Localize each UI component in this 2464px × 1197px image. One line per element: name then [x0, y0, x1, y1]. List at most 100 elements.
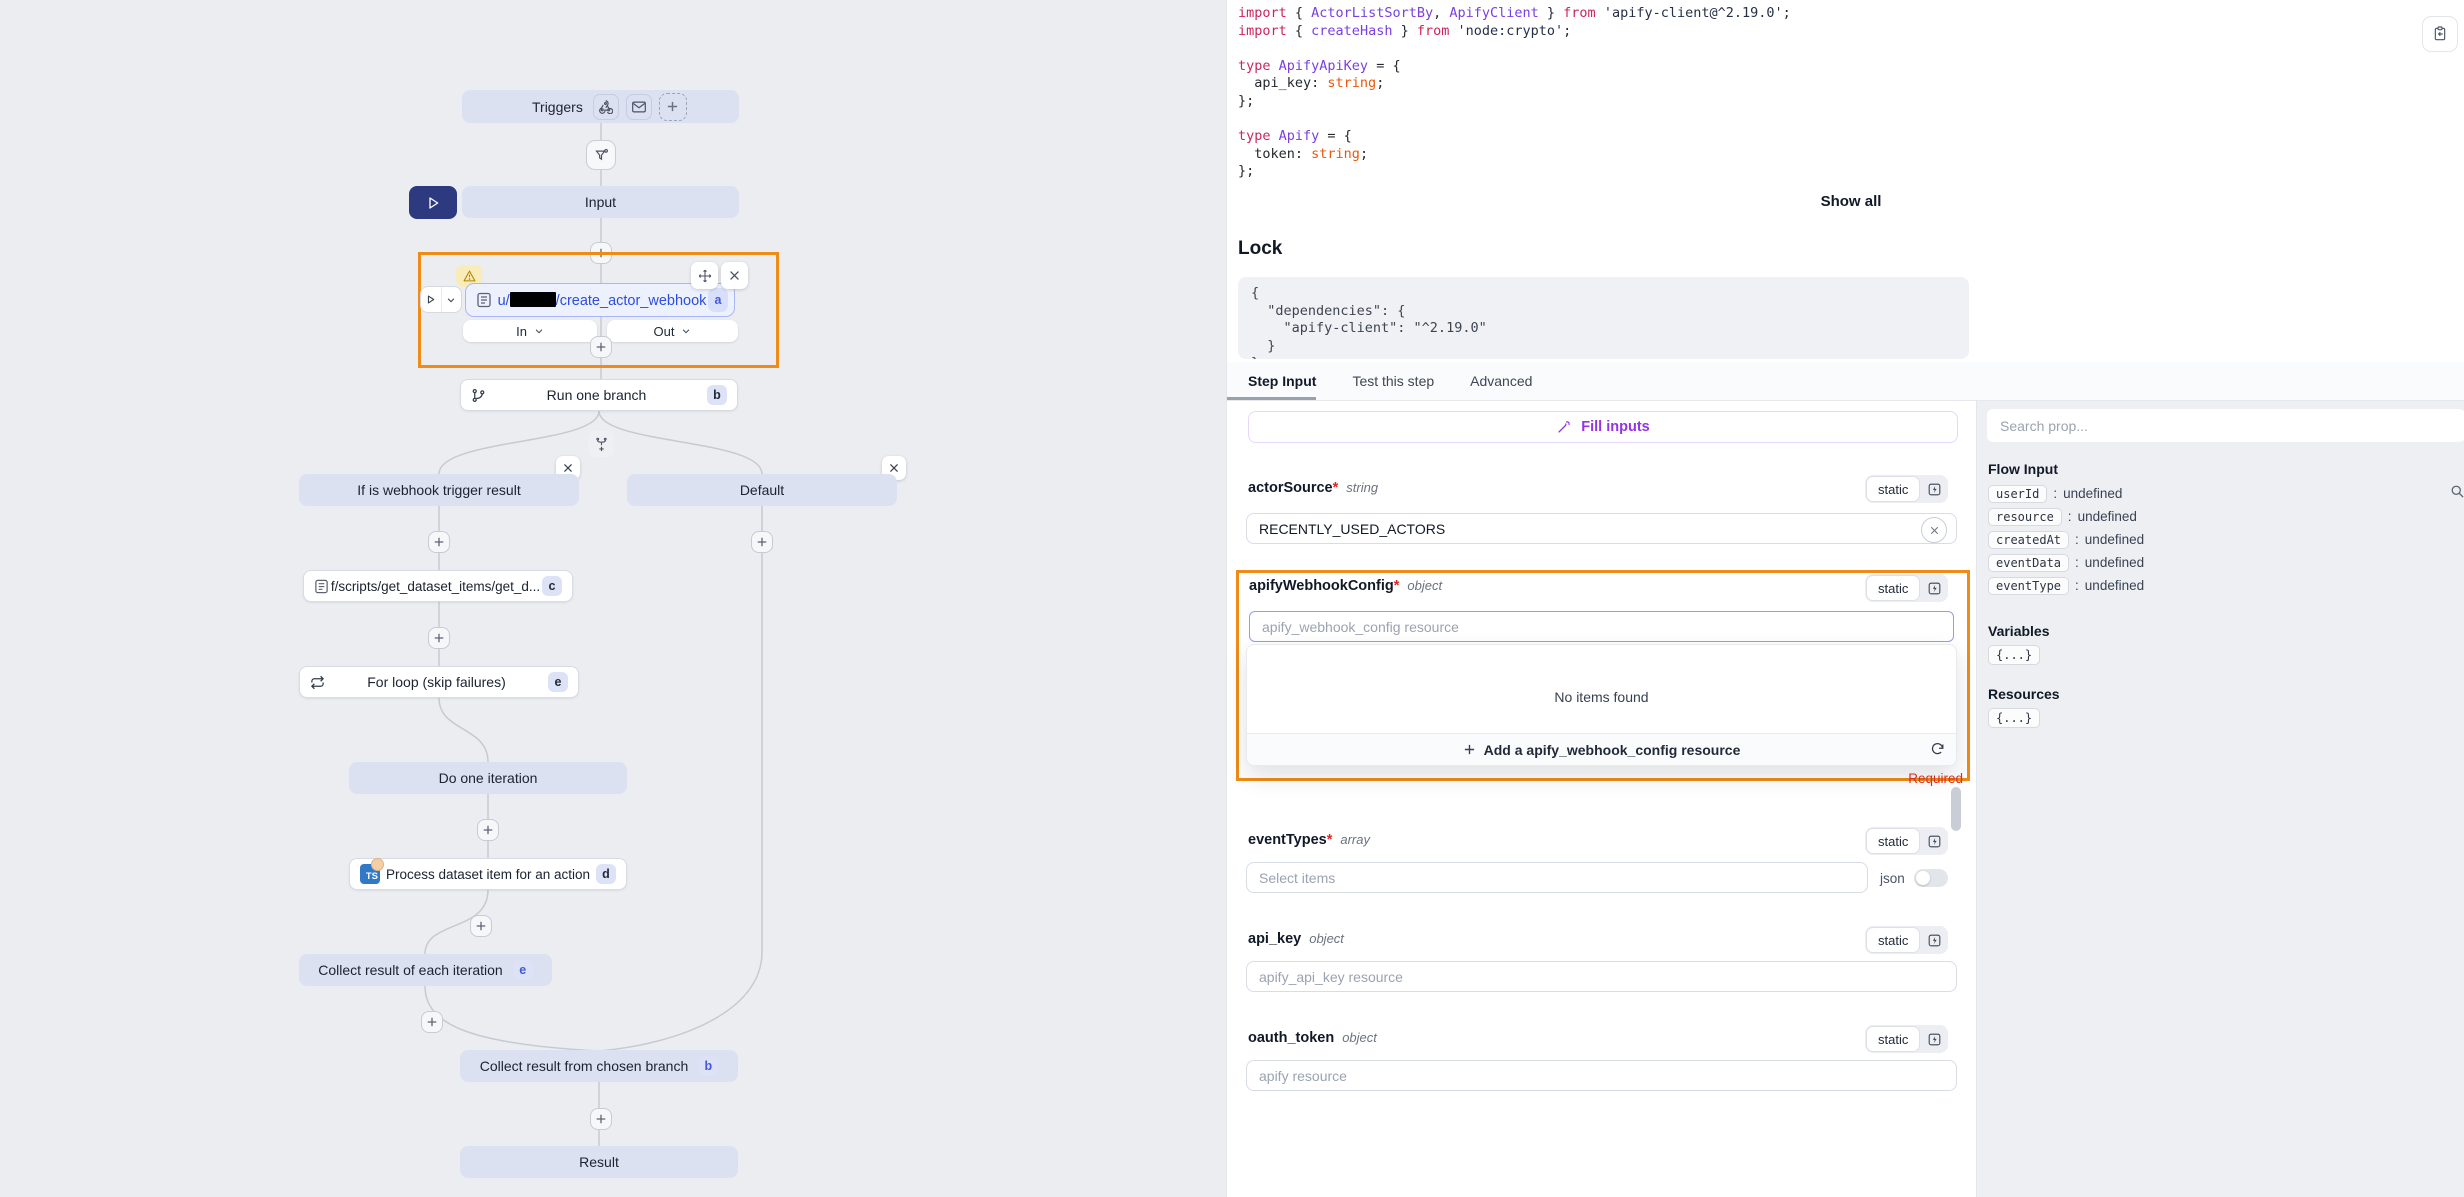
expression-mode-icon[interactable]: [1922, 829, 1946, 853]
add-step-button[interactable]: [421, 1011, 443, 1033]
input-mode-toggle[interactable]: static: [1865, 827, 1949, 855]
add-step-button[interactable]: [590, 1108, 612, 1130]
input-node[interactable]: Input: [462, 186, 739, 218]
move-icon: [698, 269, 712, 283]
static-mode-pill[interactable]: static: [1867, 576, 1920, 600]
run-flow-button[interactable]: [409, 186, 457, 219]
move-step-button[interactable]: [691, 262, 718, 289]
tab-step-input[interactable]: Step Input: [1227, 362, 1317, 400]
scrollbar-thumb[interactable]: [1951, 787, 1961, 831]
webhook-trigger-button[interactable]: [592, 93, 619, 120]
expression-mode-icon[interactable]: [1922, 1027, 1946, 1051]
email-trigger-button[interactable]: [625, 93, 652, 120]
collect-chosen-branch-node[interactable]: Collect result from chosen branch b: [460, 1050, 738, 1082]
clear-actorSource-button[interactable]: [1921, 517, 1947, 543]
do-one-iteration-node[interactable]: Do one iteration: [349, 762, 627, 794]
trigger-filter-button[interactable]: [586, 140, 616, 170]
step-out-dropdown[interactable]: Out: [607, 320, 738, 342]
field-label-apifyWebhookConfig: apifyWebhookConfig* object: [1249, 578, 1443, 594]
variables-title: Variables: [1988, 623, 2050, 639]
add-step-button[interactable]: [590, 242, 612, 264]
collect-iteration-node[interactable]: Collect result of each iteration e: [299, 954, 552, 986]
result-node[interactable]: Result: [460, 1146, 738, 1178]
apifyWebhookConfig-input[interactable]: [1249, 611, 1954, 642]
expression-mode-icon[interactable]: [1922, 576, 1946, 600]
lock-content[interactable]: { "dependencies": { "apify-client": "^2.…: [1238, 277, 1969, 359]
do-one-iteration-label: Do one iteration: [438, 770, 538, 786]
json-toggle[interactable]: json: [1880, 869, 1948, 887]
json-switch[interactable]: [1913, 869, 1948, 887]
show-all-button[interactable]: Show all: [1820, 192, 1882, 210]
fill-inputs-label: Fill inputs: [1581, 419, 1650, 435]
field-label-oauth_token: oauth_token object: [1248, 1030, 1377, 1046]
add-step-button[interactable]: [590, 336, 612, 358]
resources-expand-pill[interactable]: {...}: [1988, 708, 2041, 728]
tab-advanced[interactable]: Advanced: [1470, 373, 1533, 389]
oauth_token-input[interactable]: [1246, 1060, 1957, 1091]
flow-input-prop[interactable]: resource : undefined: [1988, 505, 2144, 528]
add-step-button[interactable]: [428, 627, 450, 649]
script-icon: [472, 292, 496, 308]
flow-input-title: Flow Input: [1988, 461, 2058, 477]
selected-step-node[interactable]: u//create_actor_webhook a: [465, 283, 735, 317]
branch-if-label: If is webhook trigger result: [357, 482, 521, 498]
search-prop-input[interactable]: [1987, 409, 2464, 442]
add-step-button[interactable]: [470, 915, 492, 937]
step-run-menu-button[interactable]: [442, 287, 462, 312]
wand-icon: [1556, 419, 1572, 435]
step-tabs: Step Input Test this step Advanced: [1227, 362, 2464, 401]
branch-if-node[interactable]: If is webhook trigger result: [299, 474, 579, 506]
add-resource-button[interactable]: Add a apify_webhook_config resource: [1247, 733, 1956, 765]
static-mode-pill[interactable]: static: [1867, 829, 1920, 853]
flow-input-prop[interactable]: eventData : undefined: [1988, 551, 2144, 574]
variables-expand-pill[interactable]: {...}: [1988, 645, 2041, 665]
add-trigger-button[interactable]: [658, 92, 687, 121]
input-node-label: Input: [584, 194, 617, 210]
add-step-button[interactable]: [428, 531, 450, 553]
actorSource-input[interactable]: [1246, 513, 1957, 544]
collect-iteration-label: Collect result of each iteration: [318, 962, 503, 978]
static-mode-pill[interactable]: static: [1867, 477, 1920, 501]
input-mode-toggle[interactable]: static: [1865, 574, 1949, 602]
branch-default-node[interactable]: Default: [627, 474, 897, 506]
script-icon: [314, 579, 329, 594]
delete-step-button[interactable]: [721, 262, 748, 289]
add-branch-button[interactable]: [588, 431, 614, 457]
api_key-input[interactable]: [1246, 961, 1957, 992]
static-mode-pill[interactable]: static: [1867, 928, 1920, 952]
flow-input-prop[interactable]: eventType : undefined: [1988, 574, 2144, 597]
flow-canvas[interactable]: Triggers Input u//create_: [0, 0, 1226, 1197]
code-editor[interactable]: import { ActorListSortBy, ApifyClient } …: [1238, 5, 1791, 180]
close-icon: [729, 270, 740, 281]
script-step-node[interactable]: f/scripts/get_dataset_items/get_d... c: [303, 570, 573, 602]
expression-mode-icon[interactable]: [1922, 477, 1946, 501]
fill-inputs-button[interactable]: Fill inputs: [1248, 411, 1958, 443]
warning-badge: [456, 265, 482, 287]
plus-icon: [666, 100, 679, 113]
input-mode-toggle[interactable]: static: [1865, 926, 1949, 954]
prop-separator: :: [2075, 555, 2079, 570]
tab-test-this-step[interactable]: Test this step: [1352, 373, 1435, 389]
field-label-actorSource: actorSource* string: [1248, 480, 1379, 496]
input-mode-toggle[interactable]: static: [1865, 475, 1949, 503]
expression-mode-icon[interactable]: [1922, 928, 1946, 952]
add-resource-label: Add a apify_webhook_config resource: [1483, 741, 1741, 758]
static-mode-pill[interactable]: static: [1867, 1027, 1920, 1051]
process-step-node[interactable]: TS Process dataset item for an action d: [349, 858, 627, 890]
flow-input-prop[interactable]: createdAt : undefined: [1988, 528, 2144, 551]
eventTypes-input[interactable]: [1246, 862, 1868, 893]
refresh-resources-button[interactable]: [1927, 738, 1947, 758]
step-run-controls[interactable]: [420, 286, 462, 313]
step-play-button[interactable]: [421, 287, 442, 312]
prop-separator: :: [2075, 578, 2079, 593]
search-icon[interactable]: [2450, 484, 2464, 499]
copy-code-button[interactable]: [2422, 16, 2458, 52]
add-step-button[interactable]: [751, 531, 773, 553]
step-in-dropdown[interactable]: In: [463, 320, 597, 342]
add-step-button[interactable]: [477, 819, 499, 841]
triggers-node[interactable]: Triggers: [462, 90, 739, 123]
run-one-branch-node[interactable]: Run one branch b: [460, 379, 738, 411]
flow-input-prop[interactable]: userId : undefined: [1988, 482, 2144, 505]
input-mode-toggle[interactable]: static: [1865, 1025, 1949, 1053]
for-loop-node[interactable]: For loop (skip failures) e: [299, 666, 579, 698]
